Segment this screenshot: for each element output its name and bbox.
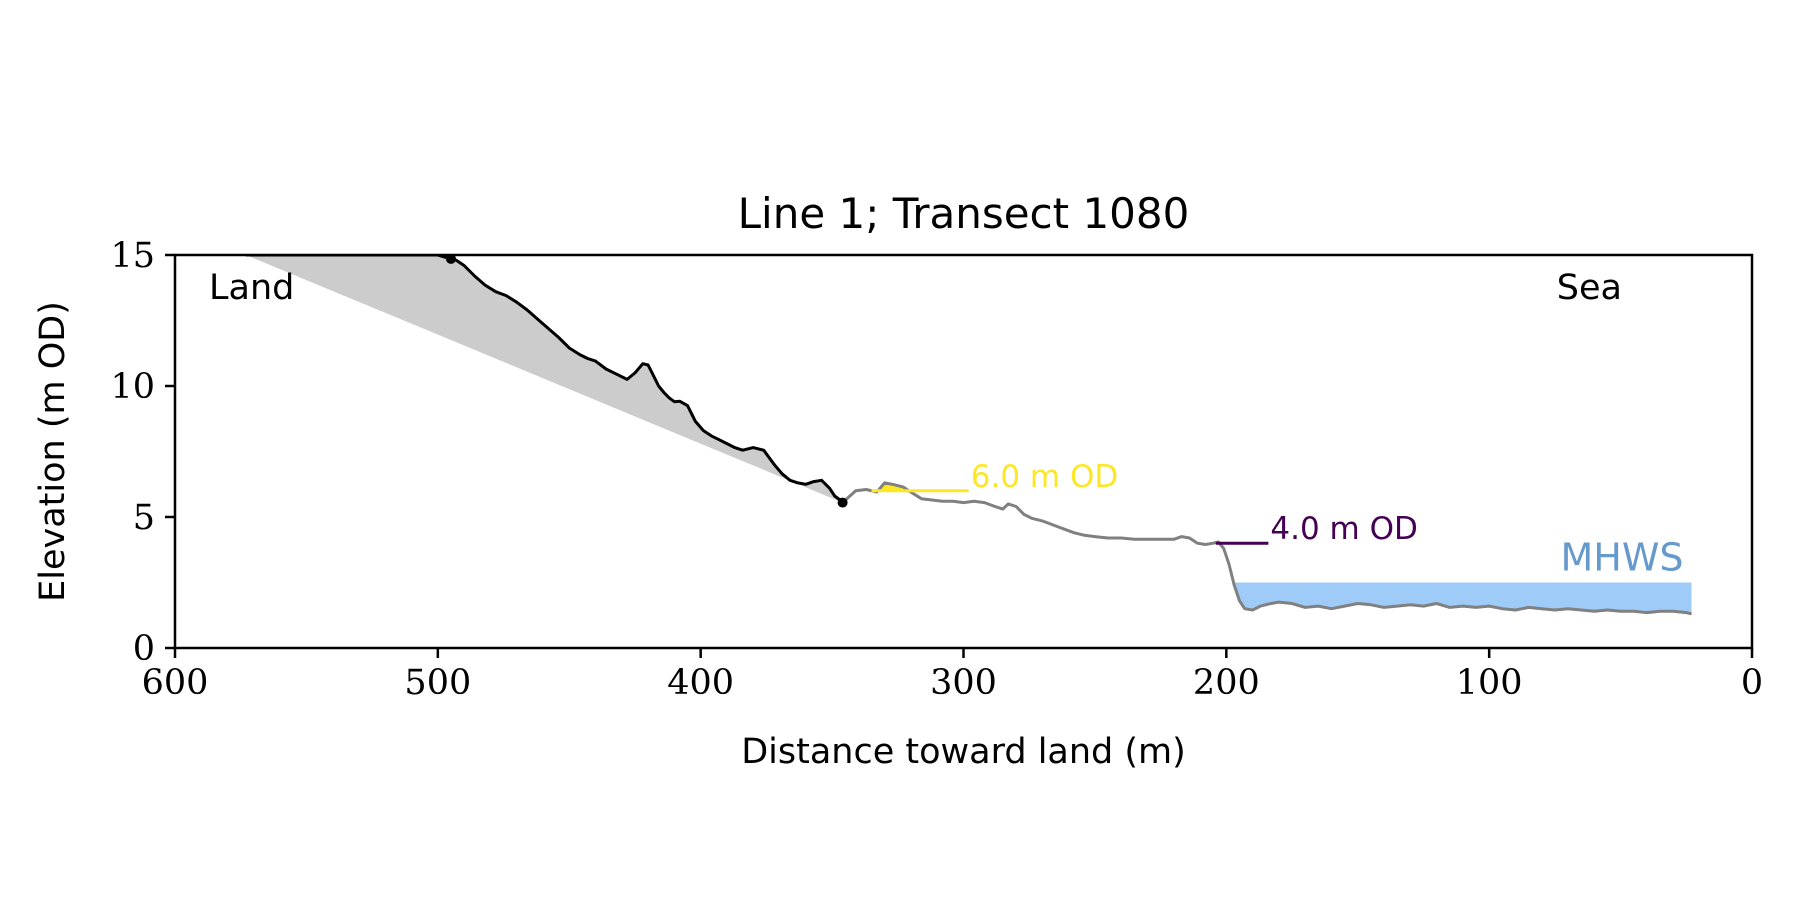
x-tick-label: 0 [1741,663,1763,703]
fills-layer [245,255,1692,614]
y-tick-label: 5 [133,498,155,538]
mhws-band [1234,582,1692,614]
profile-marker [445,255,456,264]
land-label: Land [209,268,294,308]
x-tick-label: 200 [1193,663,1260,703]
x-tick-label: 300 [930,663,997,703]
lines-layer [246,255,1692,616]
plot-area: 6.0 m OD 4.0 m OD MHWS [245,255,1692,616]
profile-marker [837,497,848,508]
level-6m-fill [871,482,969,491]
x-tick-label: 500 [404,663,471,703]
mhws-label: MHWS [1560,536,1683,580]
sea-label: Sea [1557,268,1622,308]
level-label: 4.0 m OD [1270,511,1417,547]
chart-title: Line 1; Transect 1080 [738,189,1190,238]
x-tick-label: 400 [667,663,734,703]
x-tick-label: 100 [1456,663,1523,703]
beach-profile-line [841,481,1692,616]
y-tick-label: 10 [110,367,155,407]
level-label: 6.0 m OD [971,459,1118,495]
y-axis-label: Elevation (m OD) [33,301,73,602]
annotations-layer: 6.0 m OD 4.0 m OD MHWS [871,459,1684,580]
cliff-shaded-area [245,255,843,503]
x-tick-label: 600 [142,663,209,703]
y-tick-label: 0 [133,629,155,669]
x-axis-label: Distance toward land (m) [741,732,1186,772]
cliff-profile-line [246,255,844,504]
ticks-layer: 600 500 400 300 200 100 0 0 5 10 15 [110,236,1763,703]
y-tick-label: 15 [110,236,155,276]
